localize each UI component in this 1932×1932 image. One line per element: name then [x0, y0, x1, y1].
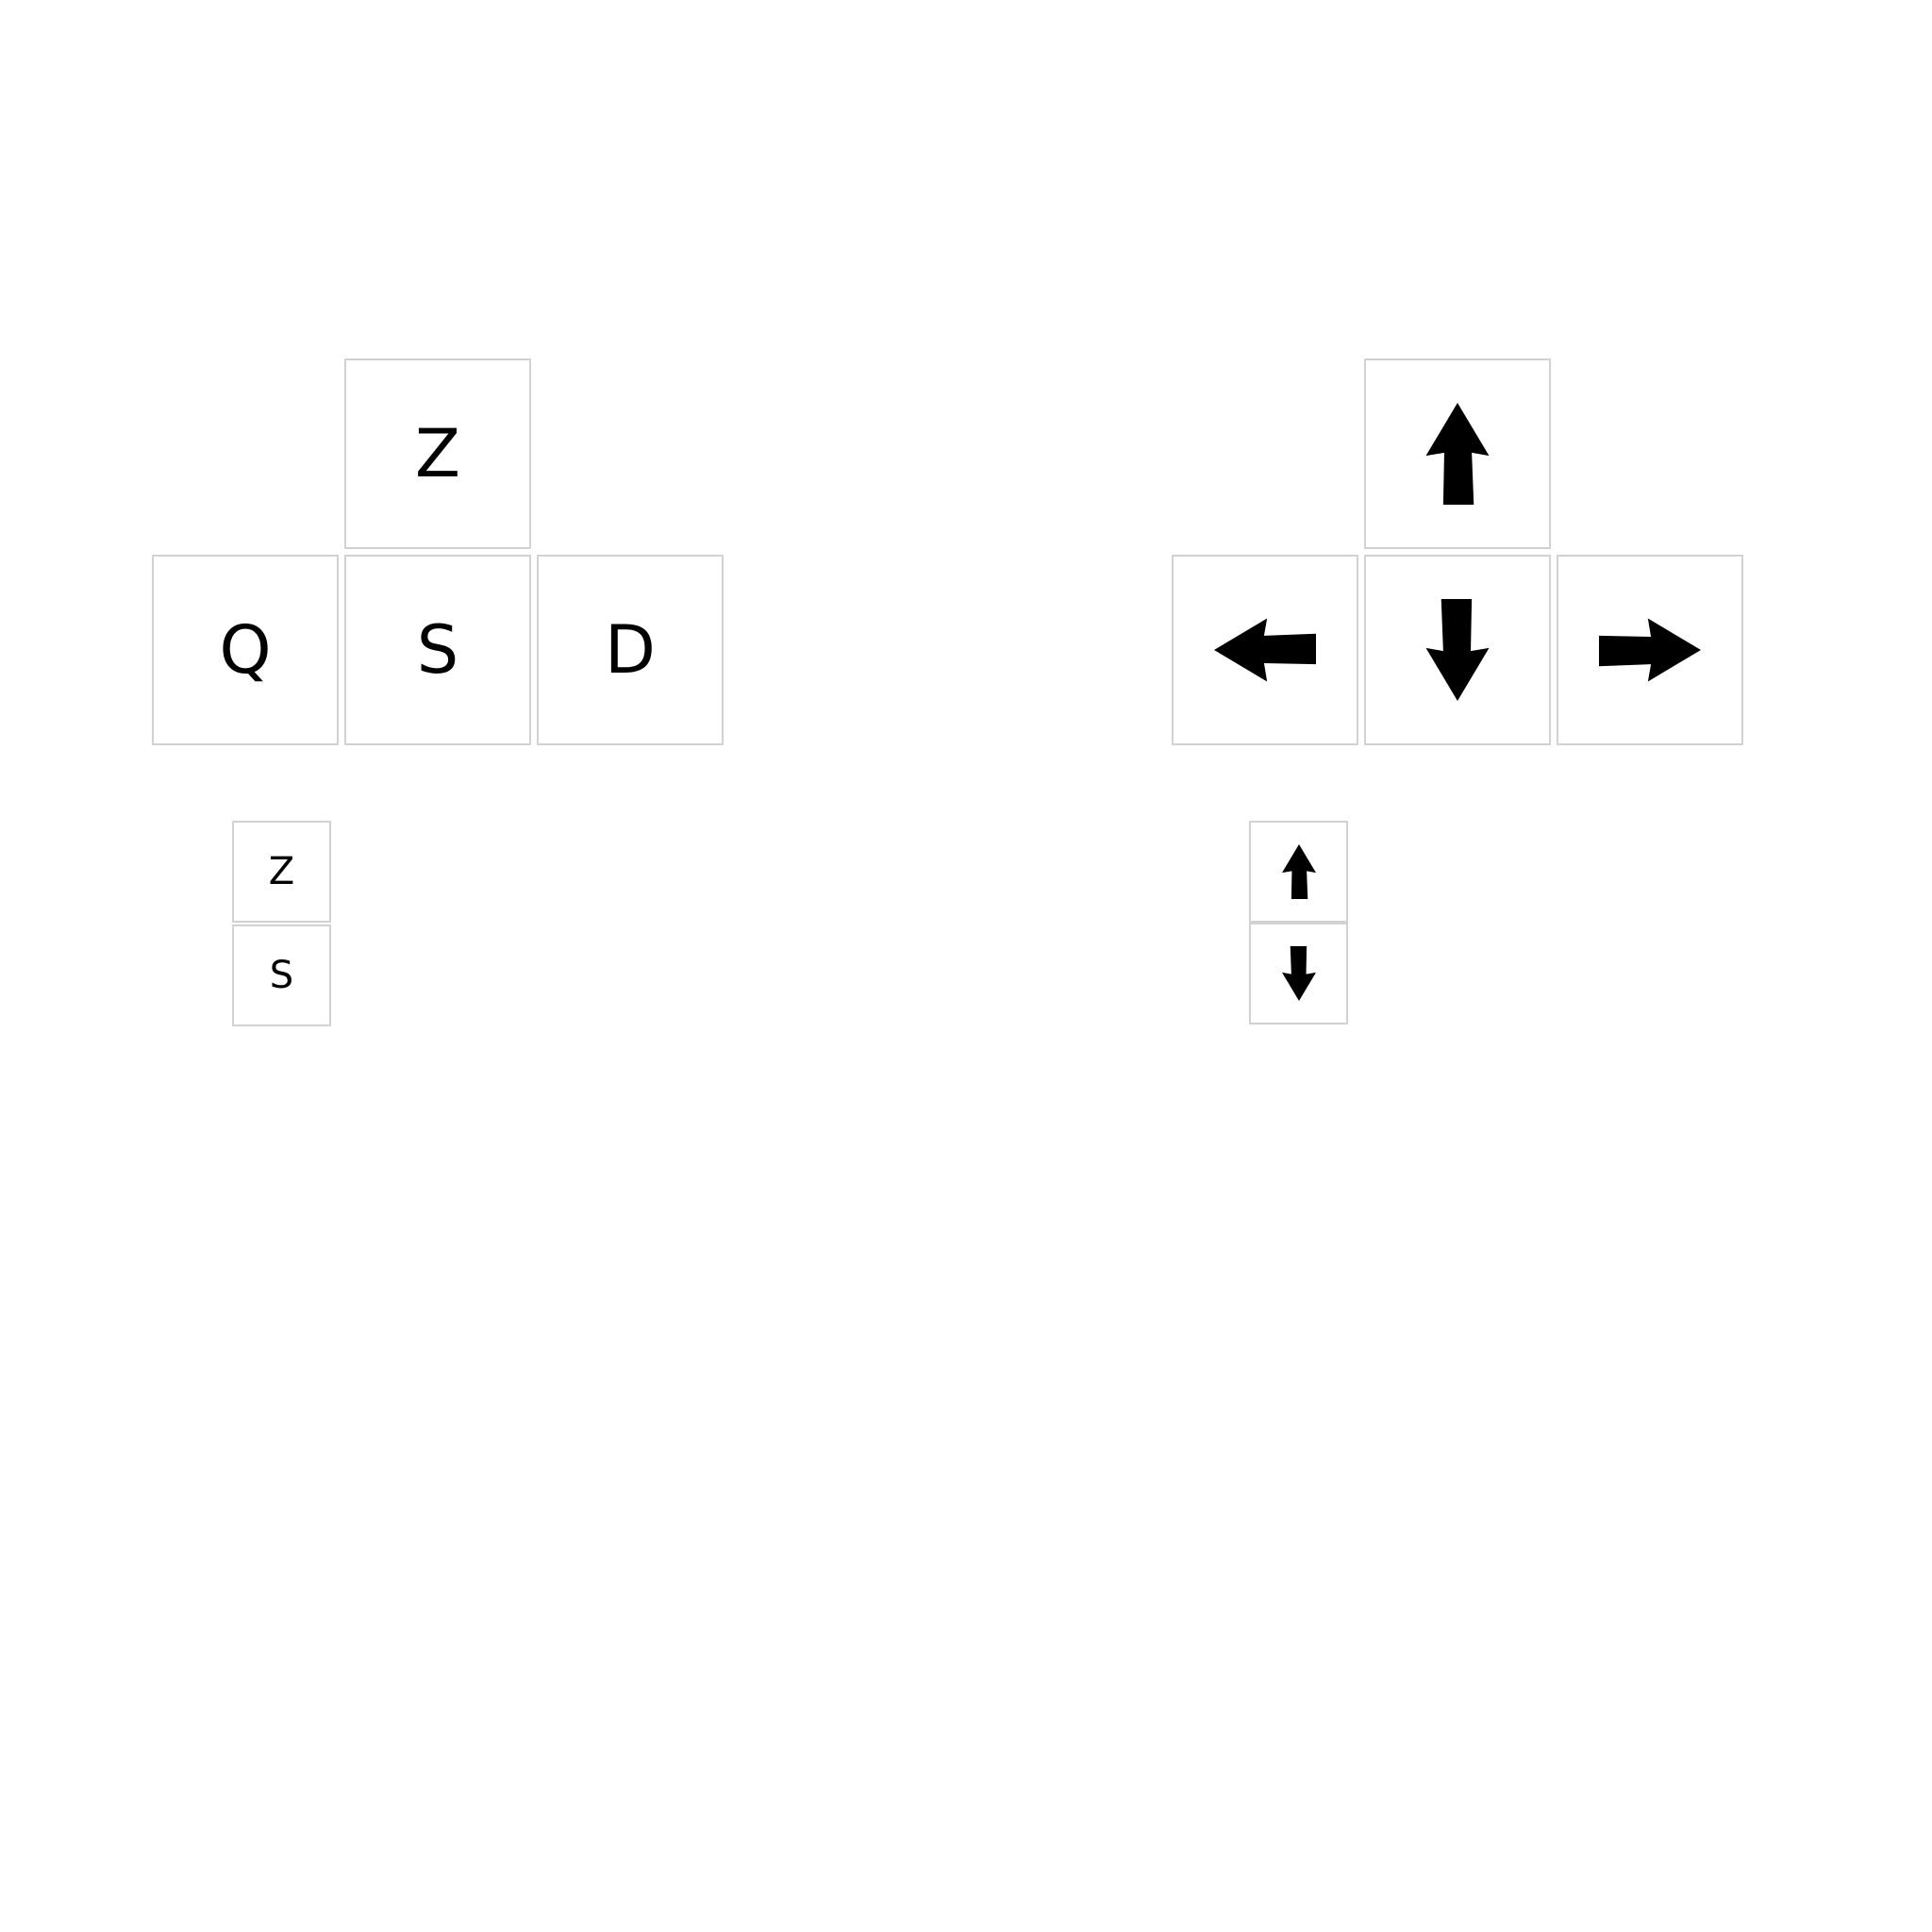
arrow-up-icon: [1281, 844, 1316, 899]
key-arrow-up-small[interactable]: [1249, 821, 1348, 923]
key-z-small[interactable]: Z: [232, 821, 331, 923]
key-d-label: D: [605, 611, 656, 689]
key-q-label: Q: [219, 611, 272, 689]
key-s-small[interactable]: S: [232, 924, 331, 1026]
key-s[interactable]: S: [344, 555, 531, 745]
key-d[interactable]: D: [537, 555, 724, 745]
key-s-small-label: S: [269, 954, 294, 997]
arrow-down-icon: [1281, 946, 1316, 1001]
key-arrow-right[interactable]: [1557, 555, 1743, 745]
key-z-small-label: Z: [268, 850, 295, 893]
arrow-up-icon: [1425, 403, 1490, 505]
arrow-left-icon: [1214, 618, 1316, 682]
key-q[interactable]: Q: [152, 555, 339, 745]
key-z[interactable]: Z: [344, 358, 531, 549]
key-arrow-down-small[interactable]: [1249, 923, 1348, 1024]
key-s-label: S: [416, 611, 459, 689]
key-arrow-down[interactable]: [1364, 555, 1551, 745]
key-arrow-left[interactable]: [1172, 555, 1358, 745]
key-z-label: Z: [415, 415, 460, 492]
key-arrow-up[interactable]: [1364, 358, 1551, 549]
arrow-down-icon: [1425, 599, 1490, 701]
arrow-right-icon: [1599, 618, 1701, 682]
